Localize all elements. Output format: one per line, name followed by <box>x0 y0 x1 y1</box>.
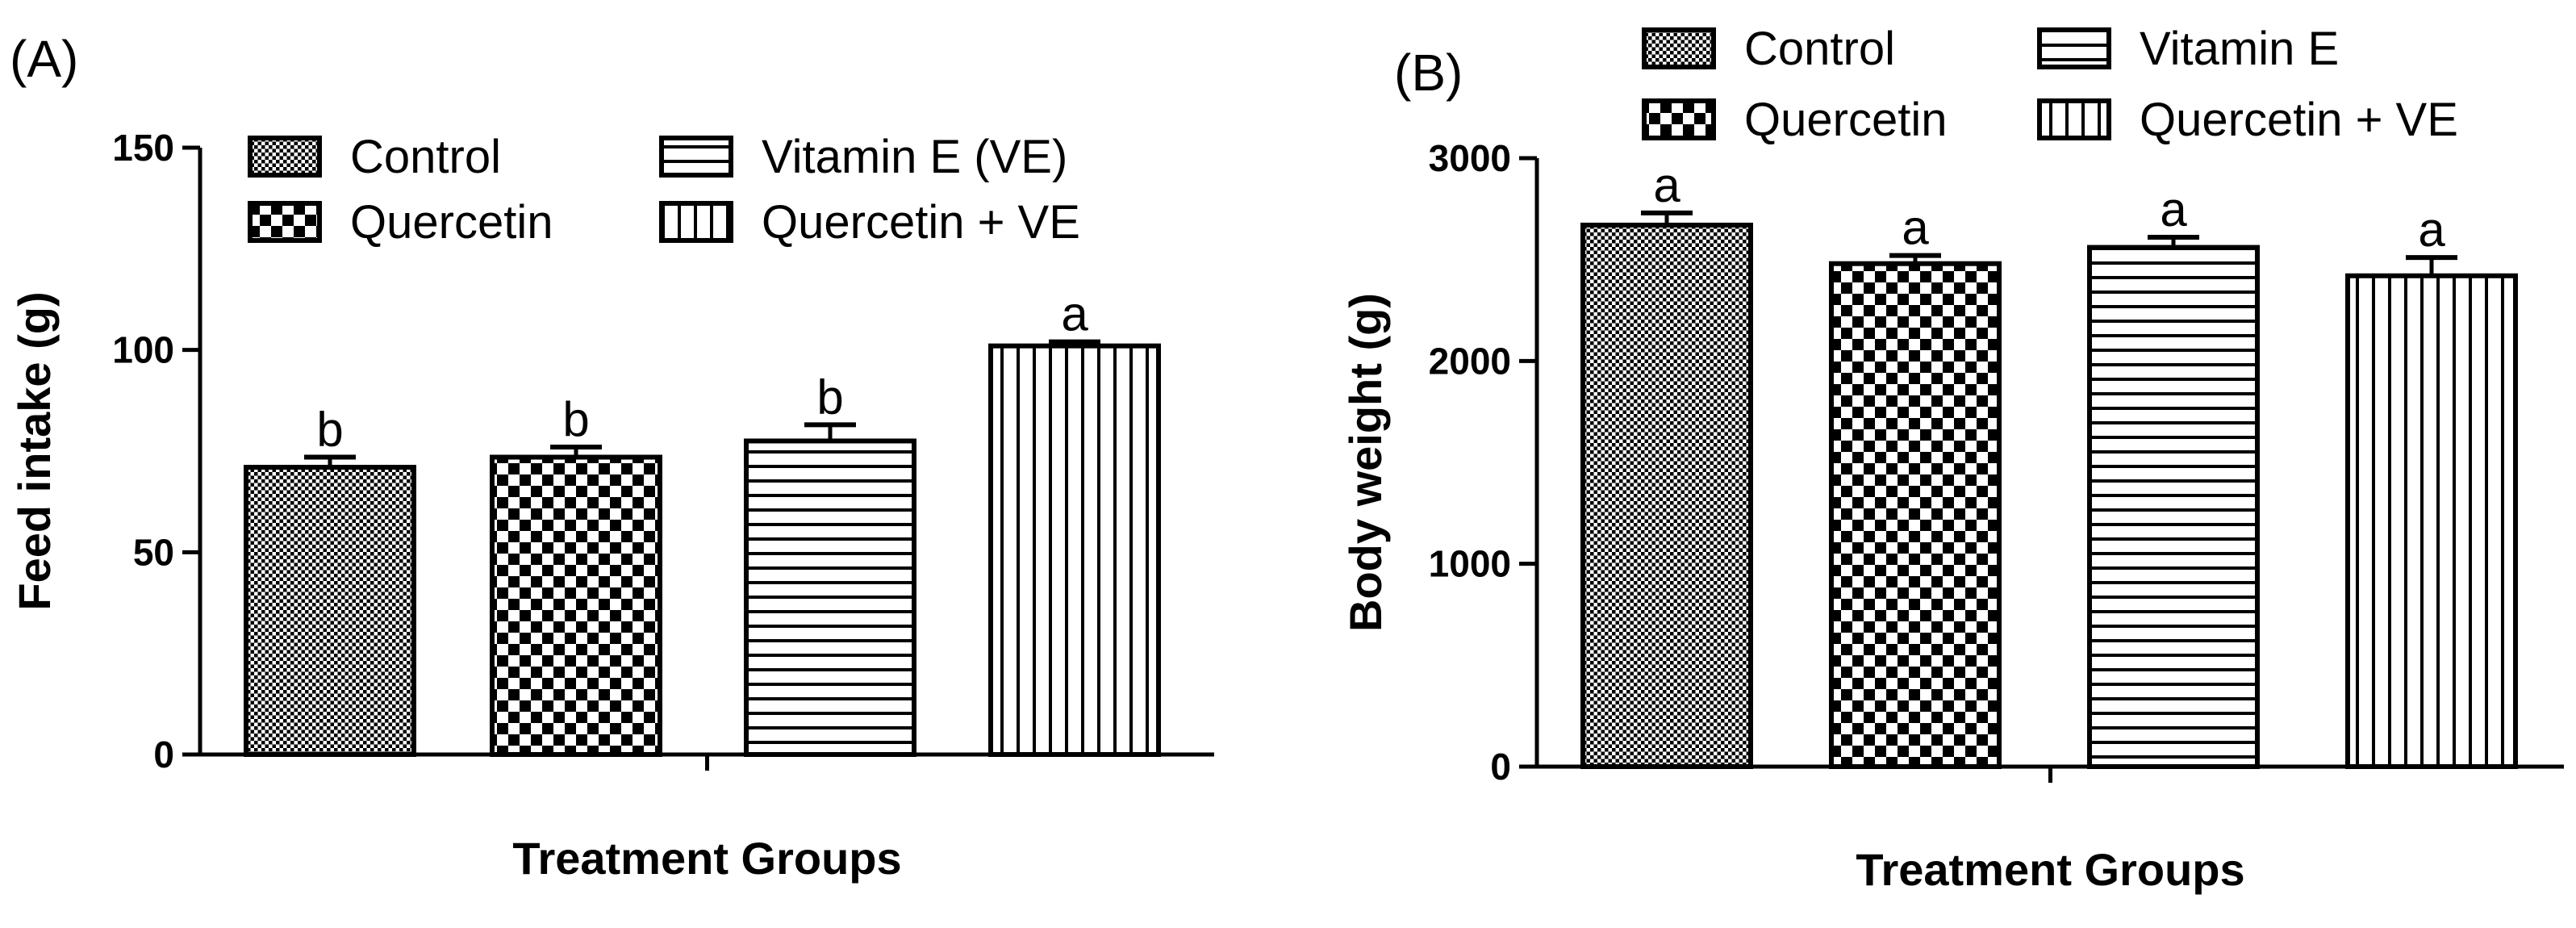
checkerboard-icon <box>248 201 322 243</box>
panel-b-legend: Control Quercetin Vitamin E Quercetin + VE <box>1642 23 2458 146</box>
panel-a-significance-label: b <box>816 370 843 424</box>
panel-b-significance-label: a <box>1902 201 1929 255</box>
panel-b-bar <box>2087 245 2260 769</box>
panel-a-legend-label: Quercetin + VE <box>762 196 1080 249</box>
panel-b-significance-label: a <box>2160 182 2187 236</box>
panel-b-bar <box>2345 273 2518 770</box>
panel-a-label: (A) <box>10 30 78 88</box>
panel-b-x-axis-title: Treatment Groups <box>1856 844 2244 895</box>
panel-a-legend-label: Vitamin E (VE) <box>762 131 1067 183</box>
panel-b-y-tick-label: 1000 <box>1429 543 1511 585</box>
panel-a-significance-label: b <box>316 403 343 457</box>
panel-a-y-tick-label: 50 <box>133 531 174 573</box>
panel-a-significance-label: a <box>1061 287 1088 341</box>
panel-b-bars: aa a a <box>1580 158 2518 770</box>
vertical-stripes-icon <box>659 201 733 243</box>
panel-a-x-axis-title: Treatment Groups <box>512 833 901 884</box>
panel-a-legend: Control Quercetin Vitamin E (VE) Quercetin … <box>248 131 1080 249</box>
panel-a-bar <box>490 454 662 758</box>
panel-a-y-tick-label: 100 <box>112 329 174 371</box>
panel-b-legend-label: Control <box>1744 23 1895 75</box>
panel-a-legend-label: Control <box>350 131 501 183</box>
panel-b-significance-label: a <box>1653 158 1680 212</box>
panel-b-bar <box>1829 261 2002 769</box>
panel-b-chart: (B) Body weight (g) Treatment Groups 0 10… <box>1340 23 2564 895</box>
panel-a-legend-label: Quercetin <box>350 196 553 249</box>
panel-a-bars: b b b a <box>244 287 1161 758</box>
panel-a-chart: (A) Feed intake (g) Treatment Groups 0 50… <box>9 30 1214 884</box>
panel-b-legend-label: Vitamin E <box>2140 23 2339 75</box>
checkerboard-icon <box>1642 98 1716 140</box>
panel-b-y-axis-title: Body weight (g) <box>1340 293 1391 632</box>
horizontal-stripes-icon <box>2037 27 2111 69</box>
panel-b-bar <box>1580 222 1753 769</box>
panel-a-bar <box>988 343 1161 757</box>
fine-check-icon <box>1642 27 1716 69</box>
panel-b-label: (B) <box>1394 44 1463 102</box>
fine-check-icon <box>248 136 322 178</box>
panel-a-bar <box>244 465 416 757</box>
panel-a-y-tick-label: 0 <box>153 734 174 775</box>
vertical-stripes-icon <box>2037 98 2111 140</box>
panel-b-y-tick-label: 2000 <box>1429 340 1511 382</box>
panel-b-y-tick-label: 3000 <box>1429 137 1511 179</box>
panel-a-y-axis-title: Feed intake (g) <box>9 291 60 610</box>
panel-a-y-tick-label: 150 <box>112 127 174 169</box>
panel-b-y-tick-label: 0 <box>1490 746 1511 788</box>
panel-a-bar <box>744 438 916 757</box>
horizontal-stripes-icon <box>659 136 733 178</box>
panel-b-legend-label: Quercetin <box>1744 94 1947 146</box>
panel-b-significance-label: a <box>2418 203 2445 257</box>
panel-a-significance-label: b <box>562 392 589 446</box>
panel-b-legend-label: Quercetin + VE <box>2140 94 2458 146</box>
